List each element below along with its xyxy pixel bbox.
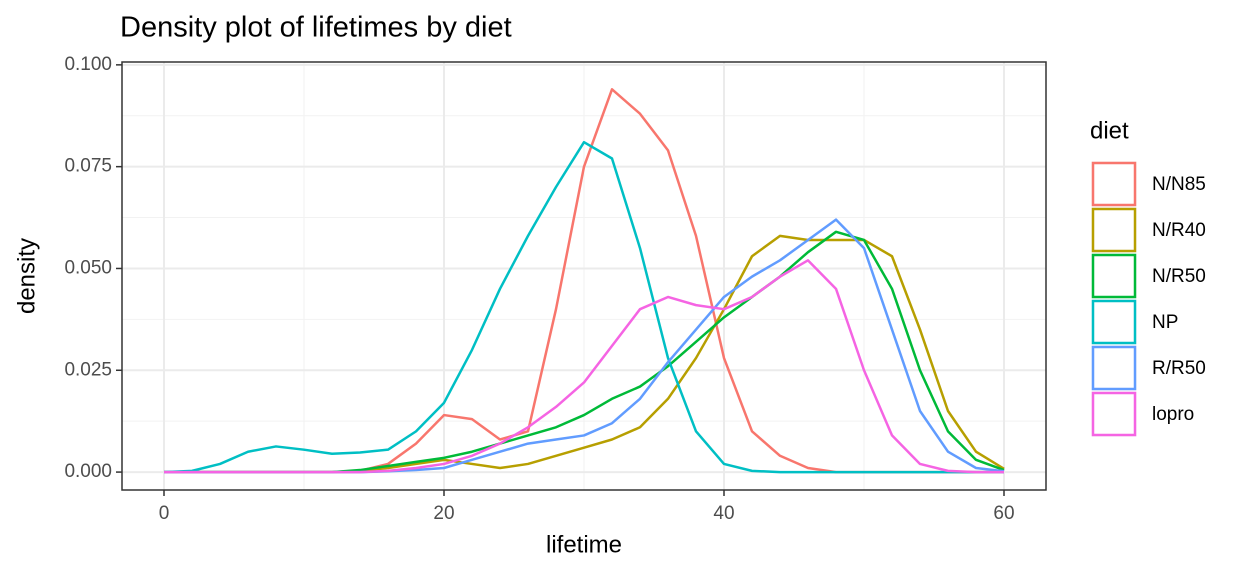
- x-tick-label: 20: [433, 503, 454, 524]
- legend-key: [1091, 207, 1137, 253]
- x-tick-label: 0: [159, 503, 170, 524]
- density-line: [164, 259, 1004, 474]
- chart-title: Density plot of lifetimes by diet: [120, 12, 512, 44]
- y-axis-title: density: [13, 238, 40, 314]
- y-tick-label: 0.100: [64, 54, 112, 75]
- legend-key: [1091, 391, 1137, 437]
- legend-swatch: [1091, 161, 1137, 207]
- panel-border: [121, 61, 1047, 491]
- legend-title: diet: [1090, 117, 1129, 144]
- legend-key: [1091, 299, 1137, 345]
- legend-swatch: [1091, 391, 1137, 437]
- y-tick-label: 0.075: [64, 156, 112, 177]
- legend-swatch: [1091, 207, 1137, 253]
- y-tick-label: 0.050: [64, 257, 112, 278]
- legend-label: R/R50: [1152, 358, 1206, 379]
- y-tick-label: 0.000: [64, 461, 112, 482]
- legend-label: NP: [1152, 312, 1178, 333]
- legend-label: lopro: [1152, 404, 1194, 425]
- legend-swatch: [1091, 345, 1137, 391]
- legend-label: N/R50: [1152, 266, 1206, 287]
- x-axis-title: lifetime: [546, 531, 622, 558]
- y-tick-label: 0.025: [64, 359, 112, 380]
- x-tick-label: 40: [713, 503, 734, 524]
- legend-swatch: [1091, 299, 1137, 345]
- legend-key: [1091, 345, 1137, 391]
- legend-label: N/R40: [1152, 220, 1206, 241]
- legend-label: N/N85: [1152, 174, 1206, 195]
- legend-key: [1091, 161, 1137, 207]
- legend-swatch: [1091, 253, 1137, 299]
- x-tick-label: 60: [993, 503, 1014, 524]
- density-line: [163, 140, 1004, 474]
- legend-key: [1091, 253, 1137, 299]
